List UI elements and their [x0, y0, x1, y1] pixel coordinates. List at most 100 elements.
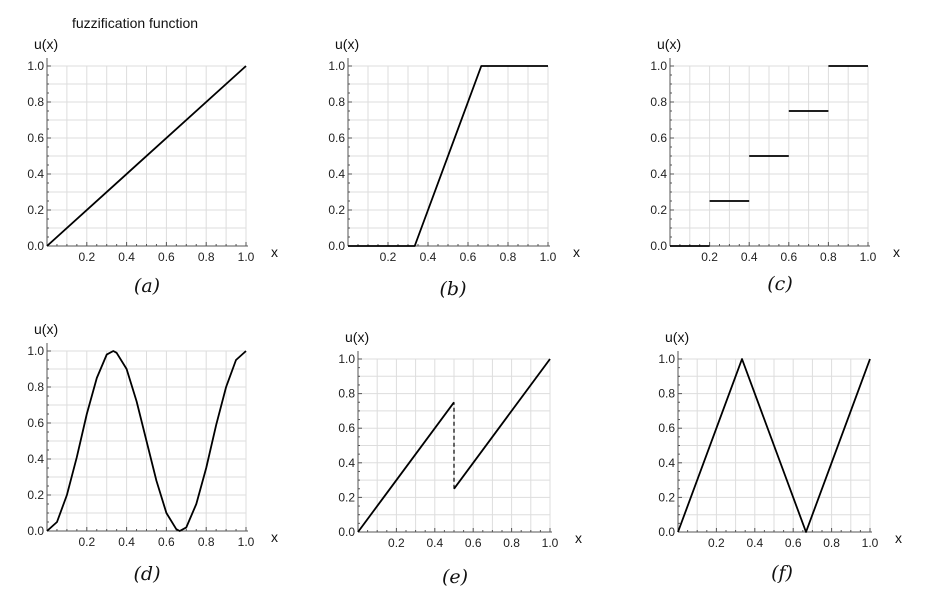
x-tick-label: 0.8 [198, 250, 215, 264]
y-tick-label: 0.8 [658, 387, 675, 401]
panel-label: (b) [440, 278, 467, 300]
panel-label: (e) [442, 566, 468, 588]
y-tick-label: 0.4 [658, 456, 675, 470]
y-tick-label: 0.0 [658, 525, 675, 539]
y-axis-label: u(x) [335, 36, 359, 52]
y-tick-label: 0.8 [650, 95, 667, 109]
gridlines [678, 358, 871, 532]
y-tick-label: 1.0 [328, 59, 345, 73]
x-tick-label: 0.6 [780, 250, 797, 264]
y-tick-label: 0.8 [338, 387, 355, 401]
y-tick-label: 0.6 [328, 131, 345, 145]
x-tick-label: 1.0 [238, 250, 255, 264]
panel-label: (c) [767, 273, 792, 295]
panel-5: 0.2 0.4 0.6 0.8 1.0 0.0 0.2 0.4 0.6 0.8 1.0 x u(x) (e… [338, 329, 582, 588]
series-line [348, 65, 548, 247]
x-tick-label: 0.6 [465, 536, 482, 550]
y-tick-label: 1.0 [27, 59, 44, 73]
y-tick-label: 1.0 [658, 352, 675, 366]
panel-label: (d) [134, 563, 161, 585]
x-tick-label: 0.8 [500, 250, 517, 264]
series-line [453, 358, 551, 490]
y-tick-label: 1.0 [650, 59, 667, 73]
chart-title: fuzzification function [72, 15, 198, 31]
panel-6: 0.2 0.4 0.6 0.8 1.0 0.0 0.2 0.4 0.6 0.8 1.0 x u(x) (f… [658, 329, 902, 584]
series-line [46, 65, 247, 247]
y-tick-label: 0.4 [338, 456, 355, 470]
y-tick-label: 0.6 [658, 421, 675, 435]
y-axis-label: u(x) [34, 321, 58, 337]
y-tick-label: 0.6 [27, 131, 44, 145]
x-axis-label: x [271, 244, 278, 260]
x-tick-label: 1.0 [238, 535, 255, 549]
x-tick-label: 1.0 [860, 250, 877, 264]
y-tick-label: 0.4 [328, 167, 345, 181]
y-axis-label: u(x) [665, 329, 689, 345]
y-tick-label: 0.8 [328, 95, 345, 109]
x-axis-label: x [575, 530, 582, 546]
x-tick-label: 1.0 [540, 250, 557, 264]
x-axis-label: x [271, 529, 278, 545]
y-tick-label: 0.4 [27, 167, 44, 181]
x-tick-label: 1.0 [542, 536, 559, 550]
y-tick-label: 1.0 [27, 344, 44, 358]
x-tick-label: 0.6 [158, 250, 175, 264]
y-tick-label: 1.0 [338, 352, 355, 366]
x-tick-label: 0.2 [701, 250, 718, 264]
series-line [46, 350, 247, 532]
x-tick-label: 0.4 [746, 536, 763, 550]
x-tick-label: 0.6 [460, 250, 477, 264]
panel-4: 0.2 0.4 0.6 0.8 1.0 0.0 0.2 0.4 0.6 0.8 1.0 x u(x) (d… [27, 321, 278, 585]
y-tick-label: 0.0 [27, 239, 44, 253]
series-line [357, 401, 455, 533]
y-tick-label: 0.6 [650, 131, 667, 145]
y-tick-label: 0.2 [27, 488, 44, 502]
x-tick-label: 0.4 [118, 535, 135, 549]
y-tick-label: 0.0 [328, 239, 345, 253]
x-tick-label: 0.2 [78, 535, 95, 549]
panel-label: (f) [771, 562, 793, 584]
y-tick-label: 0.2 [328, 203, 345, 217]
x-tick-label: 0.8 [823, 536, 840, 550]
x-tick-label: 0.2 [78, 250, 95, 264]
y-axis-label: u(x) [345, 329, 369, 345]
x-tick-label: 0.6 [785, 536, 802, 550]
y-tick-label: 0.2 [658, 490, 675, 504]
panel-1: 0.2 0.4 0.6 0.8 1.0 0.0 0.2 0.4 0.6 0.8 1.0 x u(x) fu… [27, 15, 278, 297]
y-tick-label: 0.0 [650, 239, 667, 253]
x-axis-label: x [895, 530, 902, 546]
x-tick-label: 0.8 [820, 250, 837, 264]
x-tick-label: 0.2 [380, 250, 397, 264]
y-tick-label: 0.4 [27, 452, 44, 466]
gridlines [47, 65, 247, 246]
x-tick-label: 0.8 [503, 536, 520, 550]
x-axis-label: x [893, 244, 900, 260]
y-tick-label: 0.6 [338, 421, 355, 435]
x-tick-label: 0.2 [388, 536, 405, 550]
panel-label: (a) [134, 275, 160, 297]
y-tick-label: 0.8 [27, 95, 44, 109]
x-tick-label: 1.0 [862, 536, 879, 550]
x-tick-label: 0.8 [198, 535, 215, 549]
x-tick-label: 0.4 [118, 250, 135, 264]
panel-2: 0.2 0.4 0.6 0.8 1.0 0.0 0.2 0.4 0.6 0.8 1.0 x u(x) (b… [328, 36, 580, 300]
x-axis-label: x [573, 244, 580, 260]
x-tick-label: 0.4 [426, 536, 443, 550]
series-line [677, 358, 871, 533]
x-tick-label: 0.2 [708, 536, 725, 550]
y-tick-label: 0.2 [27, 203, 44, 217]
x-tick-label: 0.4 [420, 250, 437, 264]
y-axis-label: u(x) [34, 36, 58, 52]
y-tick-label: 0.0 [27, 524, 44, 538]
y-tick-label: 0.6 [27, 416, 44, 430]
y-tick-label: 0.2 [338, 490, 355, 504]
y-tick-label: 0.2 [650, 203, 667, 217]
x-tick-label: 0.6 [158, 535, 175, 549]
y-tick-label: 0.0 [338, 525, 355, 539]
y-tick-label: 0.4 [650, 167, 667, 181]
gridlines [358, 358, 551, 532]
x-tick-label: 0.4 [741, 250, 758, 264]
y-tick-label: 0.8 [27, 380, 44, 394]
panel-3: 0.2 0.4 0.6 0.8 1.0 0.0 0.2 0.4 0.6 0.8 1.0 x u(x) (c… [650, 36, 900, 295]
